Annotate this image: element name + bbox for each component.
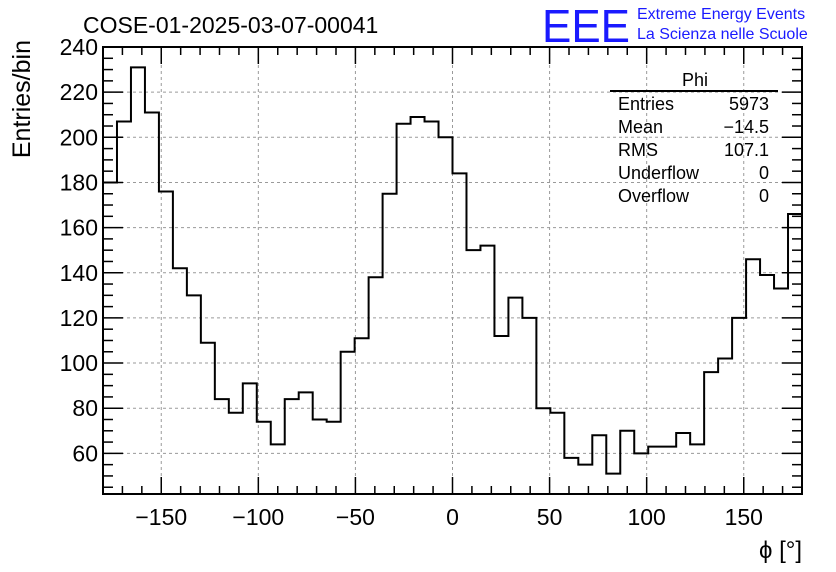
x-tick-label: −50 [336, 504, 375, 530]
y-tick-label: 80 [72, 395, 98, 421]
grid-lines [103, 46, 802, 494]
y-tick-label: 180 [60, 169, 98, 195]
y-tick-label: 220 [60, 79, 98, 105]
run-title: COSE-01-2025-03-07-00041 [83, 12, 378, 38]
stats-row-value: 0 [759, 163, 769, 183]
y-tick-label: 120 [60, 305, 98, 331]
stats-row-label: Overflow [618, 186, 690, 206]
y-tick-label: 60 [72, 440, 98, 466]
stats-row-value: 0 [759, 186, 769, 206]
stats-row-label: Entries [618, 94, 674, 114]
stats-row-label: Mean [618, 117, 663, 137]
x-axis-label: ϕ [°] [759, 537, 802, 564]
x-tick-labels: −150 −100 −50 0 50 100 150 [135, 504, 763, 530]
stats-row-value: −14.5 [723, 117, 769, 137]
y-tick-labels: 60 80 100 120 140 160 180 200 220 240 [60, 34, 98, 466]
eee-logo: EEE Extreme Energy Events La Scienza nel… [542, 0, 808, 52]
y-tick-label: 100 [60, 350, 98, 376]
y-tick-label: 160 [60, 215, 98, 241]
stats-box-title: Phi [682, 70, 708, 90]
stats-row-value: 107.1 [724, 140, 769, 160]
y-tick-label: 240 [60, 34, 98, 60]
y-tick-label: 200 [60, 124, 98, 150]
histogram-bars [102, 66, 802, 494]
eee-logo-line2: La Scienza nelle Scuole [637, 26, 808, 43]
x-tick-label: −150 [135, 504, 187, 530]
eee-logo-mark: EEE [542, 0, 630, 52]
stats-row-label: RMS [618, 140, 658, 160]
x-tick-label: 50 [537, 504, 563, 530]
stats-row-label: Underflow [618, 163, 700, 183]
x-tick-label: 100 [627, 504, 665, 530]
x-tick-label: −100 [232, 504, 284, 530]
y-axis-label: Entries/bin [8, 40, 36, 158]
y-tick-label: 140 [60, 260, 98, 286]
eee-logo-line1: Extreme Energy Events [637, 6, 805, 23]
stats-row-value: 5973 [729, 94, 769, 114]
x-tick-label: 150 [725, 504, 763, 530]
stats-box: Phi Entries 5973 Mean −14.5 RMS 107.1 Underflo… [610, 70, 778, 206]
axis-ticks [102, 46, 803, 494]
x-tick-label: 0 [446, 504, 459, 530]
